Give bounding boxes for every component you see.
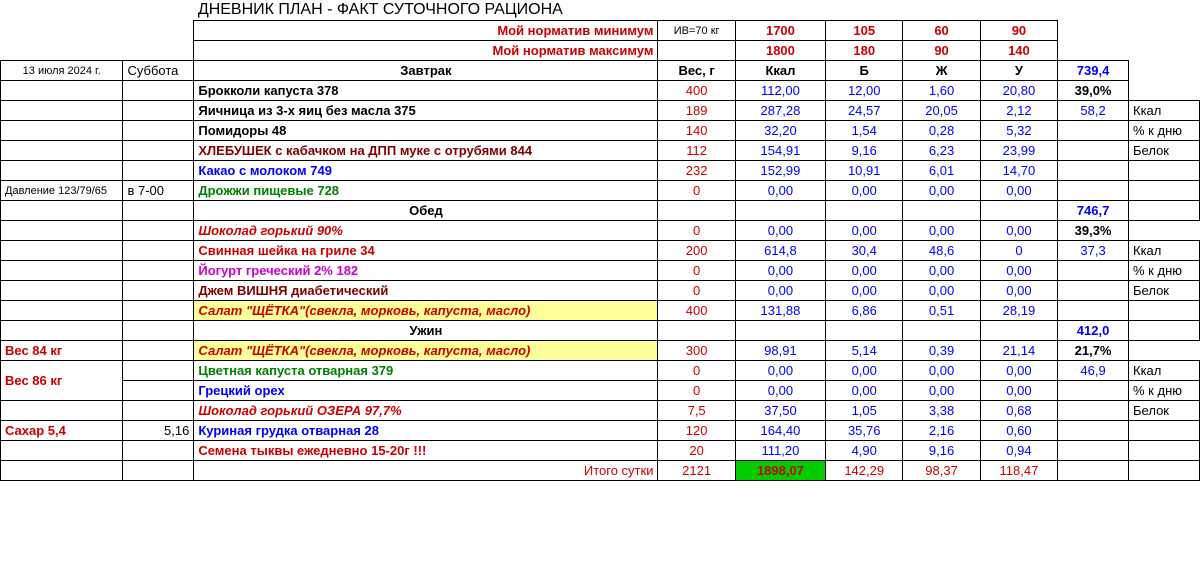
table-row: Семена тыквы ежедневно 15-20г !!!20111,2… [1, 441, 1200, 461]
totals-kcal: 1898,07 [735, 461, 825, 481]
norm-max-label: Мой норматив максимум [194, 41, 658, 61]
table-row: Помидоры 4814032,201,540,285,32% к дню [1, 121, 1200, 141]
table-row: Яичница из 3-х яиц без масла 375189287,2… [1, 101, 1200, 121]
food-name: Брокколи капуста 378 [194, 81, 658, 101]
dinner-label: Ужин [194, 321, 658, 341]
food-name: Помидоры 48 [194, 121, 658, 141]
hdr-weight: Вес, г [658, 61, 735, 81]
totals-zh: 98,37 [903, 461, 980, 481]
hdr-b: Б [826, 61, 903, 81]
hdr-kcal: Ккал [735, 61, 825, 81]
norm-min-b: 105 [826, 21, 903, 41]
diet-table: ДНЕВНИК ПЛАН - ФАКТ СУТОЧНОГО РАЦИОНА Мо… [0, 0, 1200, 481]
table-row: Шоколад горький 90%00,000,000,000,0039,3… [1, 221, 1200, 241]
food-name: Свинная шейка на гриле 34 [194, 241, 658, 261]
totals-b: 142,29 [826, 461, 903, 481]
norm-min-zh: 60 [903, 21, 980, 41]
totals-w: 2121 [658, 461, 735, 481]
food-name: Шоколад горький 90% [194, 221, 658, 241]
breakfast-sum-kcal: 739,4 [1058, 61, 1129, 81]
food-name: Салат "ЩЁТКА"(свекла, морковь, капуста, … [194, 301, 658, 321]
hdr-u: У [980, 61, 1057, 81]
norm-max-u: 140 [980, 41, 1057, 61]
table-row: Йогурт греческий 2% 18200,000,000,000,00… [1, 261, 1200, 281]
table-row: Салат "ЩЁТКА"(свекла, морковь, капуста, … [1, 301, 1200, 321]
table-row: Джем ВИШНЯ диабетический00,000,000,000,0… [1, 281, 1200, 301]
table-row: Брокколи капуста 378400112,0012,001,6020… [1, 81, 1200, 101]
page-title: ДНЕВНИК ПЛАН - ФАКТ СУТОЧНОГО РАЦИОНА [194, 0, 1058, 21]
norm-min-u: 90 [980, 21, 1057, 41]
table-row: ХЛЕБУШЕК с кабачком на ДПП муке с отрубя… [1, 141, 1200, 161]
food-name: Йогурт греческий 2% 182 [194, 261, 658, 281]
table-row: Сахар 5,45,16Куриная грудка отварная 281… [1, 421, 1200, 441]
table-row: Вес 84 кгСалат "ЩЁТКА"(свекла, морковь, … [1, 341, 1200, 361]
norm-max-kcal: 1800 [735, 41, 825, 61]
table-row: Какао с молоком 749232152,9910,916,0114,… [1, 161, 1200, 181]
food-name: Яичница из 3-х яиц без масла 375 [194, 101, 658, 121]
table-row: Вес 86 кгЦветная капуста отварная 37900,… [1, 361, 1200, 381]
food-name: ХЛЕБУШЕК с кабачком на ДПП муке с отрубя… [194, 141, 658, 161]
food-name: Куриная грудка отварная 28 [194, 421, 658, 441]
iv-label: ИВ=70 кг [658, 21, 735, 41]
food-name: Дрожжи пищевые 728 [194, 181, 658, 201]
table-row: Грецкий орех00,000,000,000,00% к дню [1, 381, 1200, 401]
food-name: Джем ВИШНЯ диабетический [194, 281, 658, 301]
date-cell: 13 июля 2024 г. [1, 61, 123, 81]
norm-min-label: Мой норматив минимум [194, 21, 658, 41]
norm-min-kcal: 1700 [735, 21, 825, 41]
food-name: Шоколад горький ОЗЕРА 97,7% [194, 401, 658, 421]
lunch-sum-kcal: 746,7 [1058, 201, 1129, 221]
breakfast-label: Завтрак [194, 61, 658, 81]
food-name: Цветная капуста отварная 379 [194, 361, 658, 381]
table-row: Шоколад горький ОЗЕРА 97,7%7,537,501,053… [1, 401, 1200, 421]
weekday-cell: Суббота [123, 61, 194, 81]
table-row: Свинная шейка на гриле 34200614,830,448,… [1, 241, 1200, 261]
food-name: Семена тыквы ежедневно 15-20г !!! [194, 441, 658, 461]
norm-max-b: 180 [826, 41, 903, 61]
totals-u: 118,47 [980, 461, 1057, 481]
table-row: Давление 123/79/65в 7-00Дрожжи пищевые 7… [1, 181, 1200, 201]
totals-label: Итого сутки [194, 461, 658, 481]
hdr-zh: Ж [903, 61, 980, 81]
food-name: Какао с молоком 749 [194, 161, 658, 181]
dinner-sum-kcal: 412,0 [1058, 321, 1129, 341]
norm-max-zh: 90 [903, 41, 980, 61]
food-name: Салат "ЩЁТКА"(свекла, морковь, капуста, … [194, 341, 658, 361]
lunch-label: Обед [194, 201, 658, 221]
